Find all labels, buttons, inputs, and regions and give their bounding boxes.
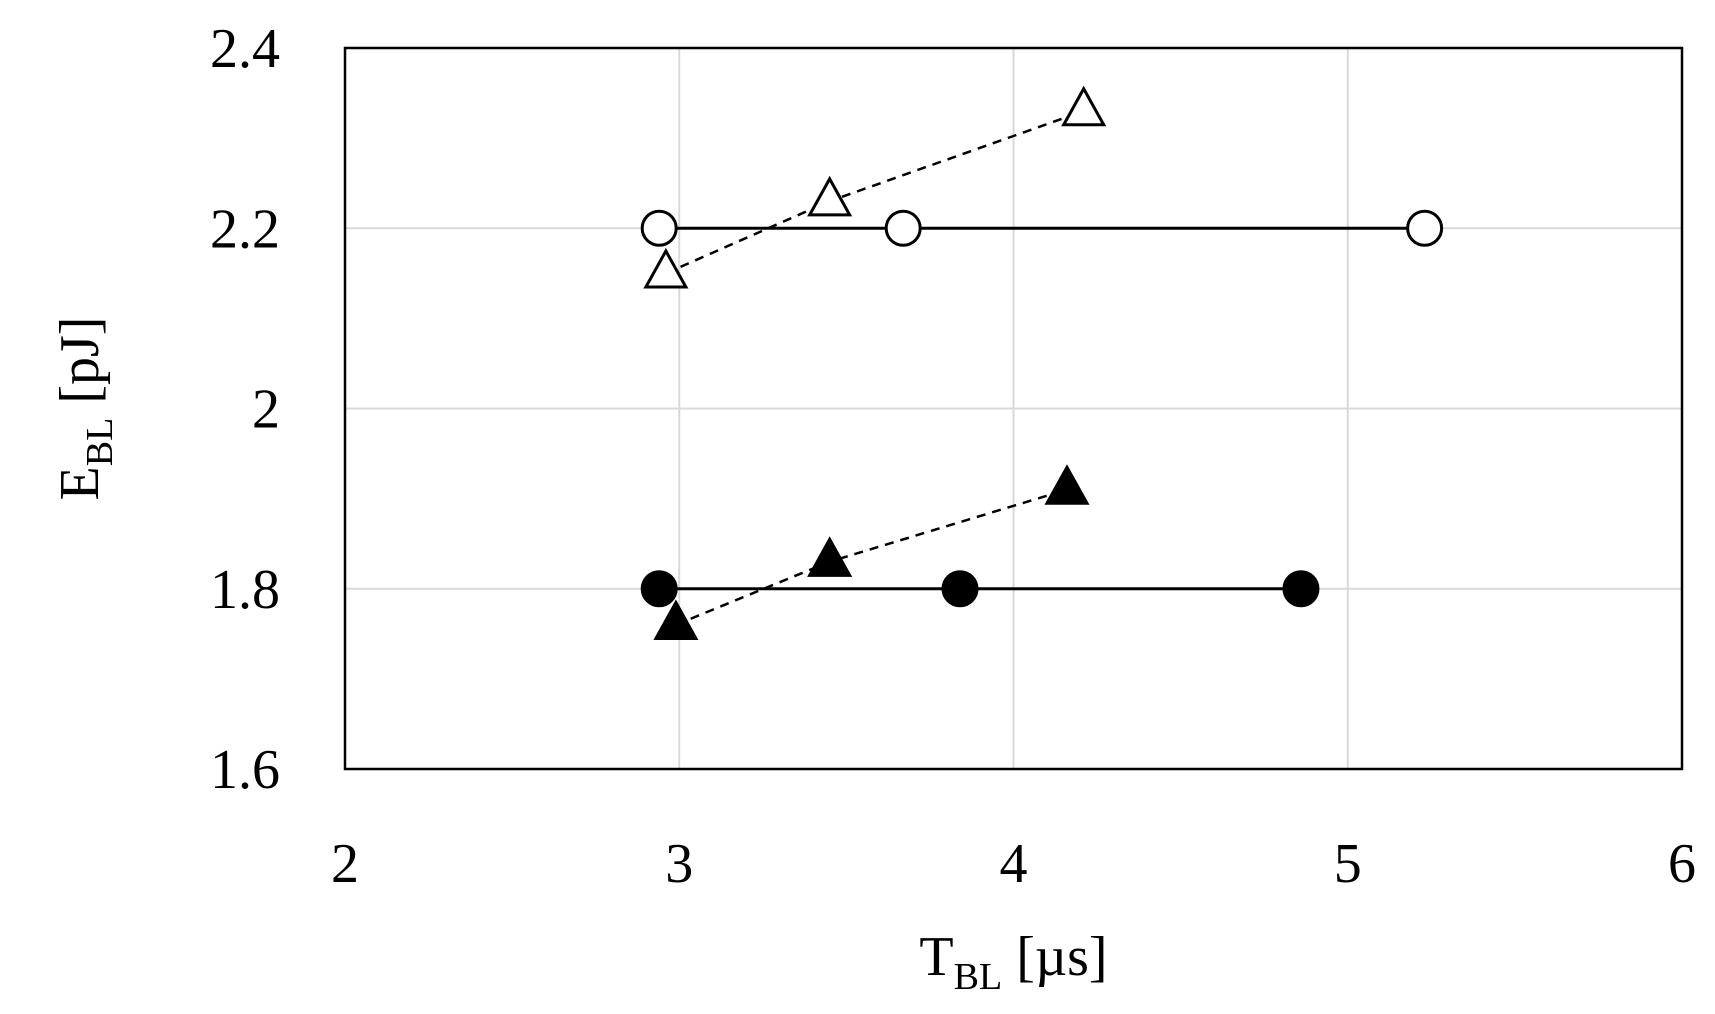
data-point [640,209,678,247]
data-point [643,247,689,289]
x-tick-label: 6 [1668,833,1696,895]
y-axis-title: EBL [pJ] [49,317,121,501]
data-point [653,599,699,640]
x-tick-label: 4 [1000,833,1028,895]
y-tick-label: 2.2 [210,198,280,260]
data-point [640,570,678,608]
data-point [941,570,979,608]
data-point [884,209,922,247]
series-3-filled-triangle [653,464,1090,640]
y-tick-label: 1.8 [210,559,280,621]
y-tick-label: 1.6 [210,739,280,801]
x-tick-label: 2 [331,833,359,895]
data-point [807,536,853,577]
plot-area [343,46,1684,771]
data-point [1044,464,1090,505]
x-tick-label: 5 [1334,833,1362,895]
series-1-open-triangle [643,85,1107,289]
data-point [1282,570,1320,608]
x-axis-title: TBL [µs] [919,926,1107,998]
data-point [1406,209,1444,247]
x-axis-tick-labels: 2 3 4 5 6 [331,833,1696,895]
x-tick-label: 3 [665,833,693,895]
grid-lines [345,48,1682,769]
series-2-filled-circle [640,570,1320,608]
series-line [665,109,1085,275]
series-0-open-circle [640,209,1444,247]
y-axis-tick-labels: 1.6 1.8 2 2.2 2.4 [210,18,280,801]
series-layer [640,85,1444,640]
series-line [675,488,1068,626]
y-tick-label: 2.4 [210,18,280,80]
y-tick-label: 2 [252,379,280,441]
data-point [1061,85,1107,127]
data-point [807,175,853,217]
